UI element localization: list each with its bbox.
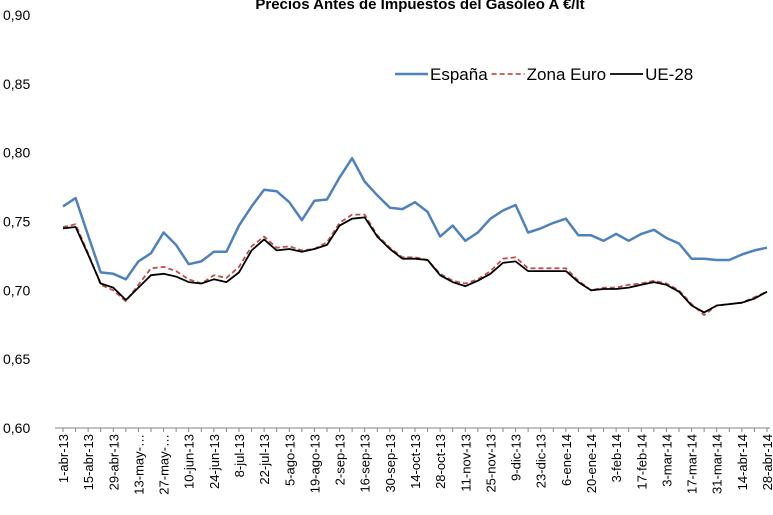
x-tick-label: 1-abr-13 — [56, 434, 71, 483]
x-tick-label: 27-may-… — [157, 434, 172, 495]
x-tick-label: 23-dic-13 — [534, 434, 549, 488]
x-tick-label: 6-ene-14 — [559, 434, 574, 486]
legend-label: Zona Euro — [527, 65, 606, 84]
x-tick-label: 29-abr-13 — [106, 434, 121, 490]
line-series — [62, 213, 768, 316]
x-tick-label: 30-sep-13 — [383, 434, 398, 493]
y-tick-label: 0,90 — [3, 7, 30, 23]
x-tick-label: 28-oct-13 — [433, 434, 448, 489]
x-tick-label: 2-sep-13 — [333, 434, 348, 485]
x-tick-label: 22-jul-13 — [257, 434, 272, 485]
x-tick-label: 17-mar-14 — [685, 434, 700, 494]
x-tick-label: 28-abr-14 — [760, 434, 773, 490]
x-tick-label: 14-oct-13 — [408, 434, 423, 489]
y-tick-label: 0,60 — [3, 420, 30, 436]
y-tick-label: 0,65 — [3, 351, 30, 367]
x-tick-label: 3-feb-14 — [609, 434, 624, 482]
x-tick-label: 17-feb-14 — [634, 434, 649, 490]
y-tick-label: 0,75 — [3, 214, 30, 230]
line-series — [62, 216, 768, 314]
x-tick-label: 19-ago-13 — [307, 434, 322, 493]
y-tick-label: 0,80 — [3, 145, 30, 161]
x-tick-label: 24-jun-13 — [207, 434, 222, 489]
x-tick-label: 16-sep-13 — [358, 434, 373, 493]
x-tick-label: 20-ene-14 — [584, 434, 599, 493]
chart-title: Precios Antes de Impuestos del Gasóleo A… — [255, 0, 584, 13]
x-tick-label: 31-mar-14 — [710, 434, 725, 494]
x-tick-label: 13-may-… — [131, 434, 146, 495]
x-tick-label: 25-nov-13 — [483, 434, 498, 493]
x-tick-label: 11-nov-13 — [458, 434, 473, 492]
x-tick-label: 5-ago-13 — [282, 434, 297, 486]
line-series — [62, 156, 768, 281]
x-tick-label: 14-abr-14 — [735, 434, 750, 490]
legend-label: UE-28 — [645, 65, 693, 84]
x-tick-label: 3-mar-14 — [659, 434, 674, 487]
x-tick-label: 8-jul-13 — [232, 434, 247, 477]
x-tick-label: 15-abr-13 — [81, 434, 96, 490]
y-tick-label: 0,85 — [3, 76, 30, 92]
x-tick-label: 10-jun-13 — [182, 434, 197, 489]
x-tick-label: 9-dic-13 — [509, 434, 524, 481]
y-tick-label: 0,70 — [3, 282, 30, 298]
legend-label: España — [430, 65, 488, 84]
